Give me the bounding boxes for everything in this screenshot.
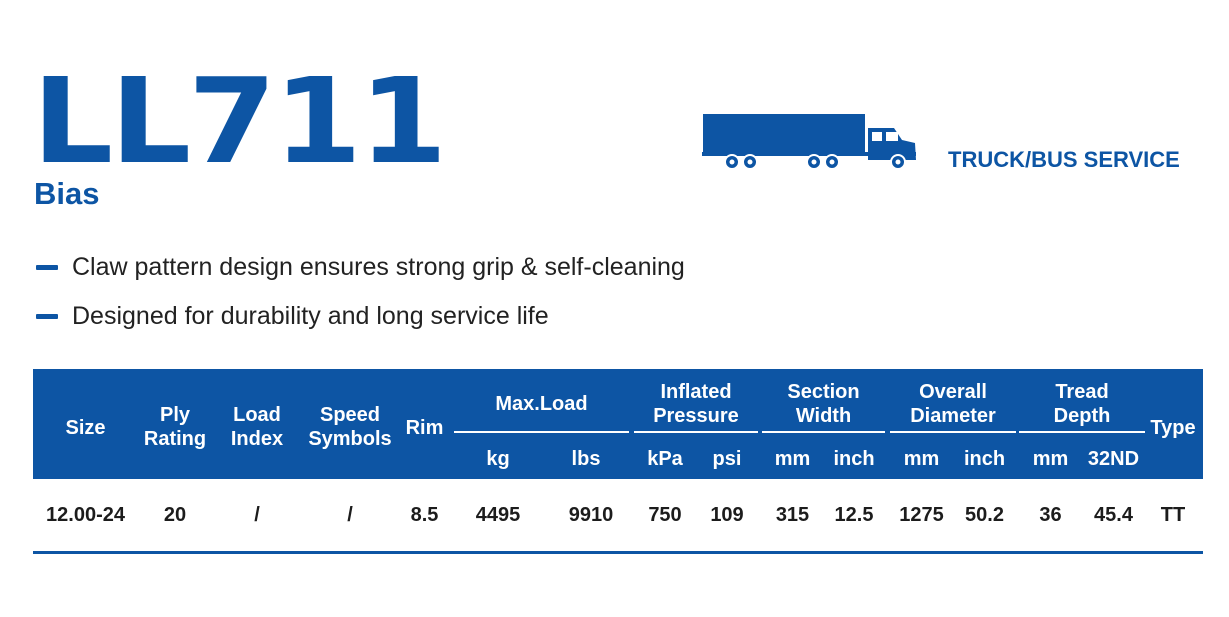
product-subtitle: Bias xyxy=(34,176,100,211)
header-max-load: Max.Load xyxy=(495,393,588,415)
header-inflated-pressure: Inflated Pressure xyxy=(653,381,739,427)
service-label: TRUCK/BUS SERVICE xyxy=(948,147,1180,172)
cell-speed-symbols: / xyxy=(347,504,353,526)
header-ply-rating: Ply Rating xyxy=(143,404,207,450)
cell-tread-depth-32nd: 45.4 xyxy=(1094,504,1133,526)
cell-ply-rating: 20 xyxy=(163,504,187,526)
cell-max-load-lbs: 9910 xyxy=(568,504,614,526)
dash-bullet-icon xyxy=(36,264,58,270)
header-rim: Rim xyxy=(405,417,444,439)
spec-table: Size Ply Rating Load Index Speed Symbols Ri… xyxy=(33,369,1203,554)
header-underline xyxy=(762,431,885,433)
truck-icon xyxy=(702,114,916,170)
feature-text: Claw pattern design ensures strong grip … xyxy=(72,252,685,281)
table-header: Size Ply Rating Load Index Speed Symbols Ri… xyxy=(33,369,1203,479)
header-load-index: Load Index xyxy=(230,404,284,450)
unit-mm: mm xyxy=(1032,448,1069,470)
cell-rim: 8.5 xyxy=(410,504,439,526)
cell-tread-depth-mm: 36 xyxy=(1039,504,1062,526)
unit-kpa: kPa xyxy=(647,448,683,470)
cell-overall-diameter-mm: 1275 xyxy=(899,504,944,526)
cell-pressure-psi: 109 xyxy=(710,504,744,526)
cell-size: 12.00-24 xyxy=(46,504,125,526)
unit-mm: mm xyxy=(903,448,940,470)
cell-max-load-kg: 4495 xyxy=(475,504,521,526)
cell-overall-diameter-inch: 50.2 xyxy=(965,504,1004,526)
cell-section-width-inch: 12.5 xyxy=(834,504,874,526)
feature-item: Claw pattern design ensures strong grip … xyxy=(36,251,685,283)
header-underline xyxy=(454,431,629,433)
cell-section-width-mm: 315 xyxy=(775,504,810,526)
unit-lbs: lbs xyxy=(571,448,601,470)
header-tread-depth: Tread Depth xyxy=(1053,381,1111,427)
header-underline xyxy=(890,431,1016,433)
dash-bullet-icon xyxy=(36,313,58,319)
product-title: LL711 xyxy=(32,52,447,190)
table-row: 12.00-24 20 / / 8.5 4495 9910 750 109 31… xyxy=(33,479,1203,554)
cell-pressure-kpa: 750 xyxy=(648,504,682,526)
unit-mm: mm xyxy=(774,448,811,470)
unit-inch: inch xyxy=(833,448,875,470)
header-overall-diameter: Overall Diameter xyxy=(910,381,996,427)
header-section-width: Section Width xyxy=(787,381,860,427)
header-size: Size xyxy=(65,417,106,439)
feature-item: Designed for durability and long service… xyxy=(36,300,549,332)
unit-kg: kg xyxy=(486,448,510,470)
cell-load-index: / xyxy=(254,504,260,526)
header-underline xyxy=(634,431,758,433)
feature-text: Designed for durability and long service… xyxy=(72,301,549,330)
header-type: Type xyxy=(1150,417,1196,439)
cell-type: TT xyxy=(1160,504,1186,526)
header-underline xyxy=(1019,431,1145,433)
header-speed-symbols: Speed Symbols xyxy=(308,404,392,450)
unit-inch: inch xyxy=(963,448,1006,470)
unit-psi: psi xyxy=(712,448,742,470)
unit-32nd: 32ND xyxy=(1087,448,1140,470)
